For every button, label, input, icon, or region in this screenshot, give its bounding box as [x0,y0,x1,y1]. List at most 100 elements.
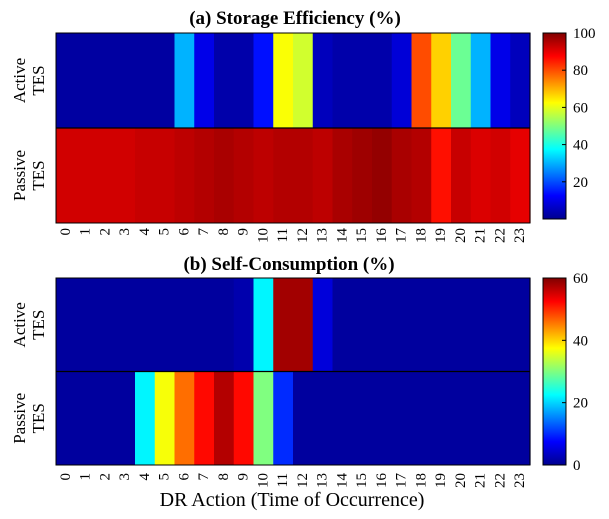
chart-a-x-tick: 13 [315,228,331,243]
chart-a-cell-r1-c2 [95,128,116,223]
chart-a-cell-r1-c19 [431,128,452,223]
chart-b-cell-r1-c4 [135,371,156,465]
chart-b-cell-r1-c17 [391,371,413,465]
chart-b-x-tick: 20 [453,473,469,488]
chart-b-cell-r0-c20 [451,278,472,372]
chart-b-cell-r0-c0 [56,278,77,372]
chart-a-x-ticks: 0 1 2 3 4 5 6 7 8 9 10 11 12 13 14 15 16 17 18 19 20 21 22 23 [58,228,528,244]
chart-a-cell-r0-c5 [154,33,176,128]
chart-b-x-tick: 18 [413,473,429,488]
chart-b-cell-r0-c21 [470,278,492,372]
chart-b-cell-r1-c1 [75,371,97,465]
chart-b-cell-r1-c15 [352,371,373,465]
chart-a-cell-r0-c9 [233,33,255,128]
chart-b-cell-r1-c22 [490,371,511,465]
chart-a-cell-r1-c13 [312,128,334,223]
chart-a-colorbar [542,32,567,220]
chart-b-colorbar-tick-label: 0 [573,458,581,474]
chart-a-title: (a) Storage Efficiency (%) [189,8,401,29]
chart-b-cell-r0-c23 [510,278,531,372]
chart-b-x-tick: 5 [157,473,173,481]
chart-a-cell-r1-c11 [273,128,294,223]
chart-a-cell-r0-c7 [194,33,215,128]
chart-b-x-ticks: 0 1 2 3 4 5 6 7 8 9 10 11 12 13 14 15 16 17 18 19 20 21 22 23 [58,473,528,489]
chart-a-row-labels: ActiveTES PassiveTES [10,58,48,201]
chart-b-row-label: PassiveTES [10,393,48,444]
chart-b-x-tick: 14 [334,473,350,489]
chart-a-x-tick: 3 [117,228,133,236]
chart-b-cell-r1-c16 [372,371,393,465]
chart-a-cell-r0-c10 [253,33,274,128]
chart-a-x-tick: 12 [295,228,311,243]
chart-a-x-tick: 0 [58,228,74,236]
chart-a-x-tick: 21 [473,228,489,243]
chart-a-cell-r1-c9 [233,128,255,223]
chart-b-cell-r1-c11 [273,371,294,465]
chart-b-cell-r0-c9 [233,278,255,372]
x-axis-label: DR Action (Time of Occurrence) [160,489,425,511]
chart-b-x-tick: 17 [394,473,410,489]
chart-a-colorbar-tick-label: 40 [573,138,588,154]
chart-a-cell-r0-c4 [135,33,156,128]
chart-b-cell-r1-c6 [174,371,195,465]
chart-a-cell-r1-c4 [135,128,156,223]
chart-b-cell-r0-c11 [273,278,294,372]
chart-a-cell-r0-c21 [470,33,492,128]
chart-b-cell-r1-c13 [312,371,334,465]
chart-b-cell-r0-c19 [431,278,452,372]
chart-b-x-tick: 9 [236,473,252,481]
chart-b-cell-r0-c4 [135,278,156,372]
chart-b-x-tick: 1 [78,473,94,481]
chart-b-x-tick: 4 [137,473,153,481]
chart-a-cell-r1-c21 [470,128,492,223]
chart-b-cell-r0-c14 [332,278,353,372]
chart-a-colorbar-tick-label: 20 [573,175,588,191]
chart-b-colorbar-tick-label: 20 [573,396,588,412]
chart-b-cell-r0-c7 [194,278,215,372]
chart-b-colorbar [542,277,567,466]
chart-a-heatmap [55,32,531,224]
chart-a-x-tick: 23 [512,228,528,243]
chart-b-x-tick: 8 [216,473,232,481]
chart-b-colorbar-ticks: 0 20 40 60 [562,271,588,474]
chart-b-x-tick: 19 [433,473,449,488]
chart-b-cell-r1-c9 [233,371,255,465]
chart-b-cell-r1-c19 [431,371,452,465]
chart-a-cell-r1-c3 [115,128,136,223]
chart-b-x-tick: 3 [117,473,133,481]
chart-a-cell-r1-c7 [194,128,215,223]
chart-a-cell-r1-c18 [411,128,432,223]
chart-b-x-tick: 22 [492,473,508,488]
chart-a-colorbar-tick-label: 60 [573,100,588,116]
chart-a-cell-r0-c20 [451,33,472,128]
chart-b-cell-r0-c8 [214,278,235,372]
chart-b-cell-r1-c21 [470,371,492,465]
chart-b-colorbar-tick-label: 60 [573,271,588,287]
chart-a-x-tick: 6 [176,228,192,236]
chart-a-cell-r0-c16 [372,33,393,128]
chart-a-x-tick: 17 [394,228,410,244]
chart-b-x-tick: 21 [473,473,489,488]
chart-a-cell-r0-c12 [293,33,314,128]
chart-a-cell-r0-c11 [273,33,294,128]
chart-b-cell-r1-c18 [411,371,432,465]
chart-a-cell-r0-c15 [352,33,373,128]
chart-a-x-tick: 11 [275,228,291,242]
chart-a-cell-r1-c10 [253,128,274,223]
chart-a-x-tick: 22 [492,228,508,243]
chart-b-row-labels: ActiveTES PassiveTES [10,302,48,444]
chart-b-x-tick: 23 [512,473,528,488]
chart-a-x-tick: 14 [334,228,350,244]
chart-b-cell-r1-c2 [95,371,116,465]
chart-a-cell-r0-c14 [332,33,353,128]
chart-b-cell-r1-c0 [56,371,77,465]
chart-a-cell-r1-c1 [75,128,97,223]
chart-a-cell-r0-c0 [56,33,77,128]
chart-a-x-tick: 5 [157,228,173,236]
chart-b-colorbar-tick-label: 40 [573,333,588,349]
chart-a-x-tick: 1 [78,228,94,236]
chart-b-cell-r0-c3 [115,278,136,372]
chart-a-cell-r0-c19 [431,33,452,128]
chart-a-cell-r1-c17 [391,128,413,223]
chart-a-x-tick: 7 [196,228,212,236]
